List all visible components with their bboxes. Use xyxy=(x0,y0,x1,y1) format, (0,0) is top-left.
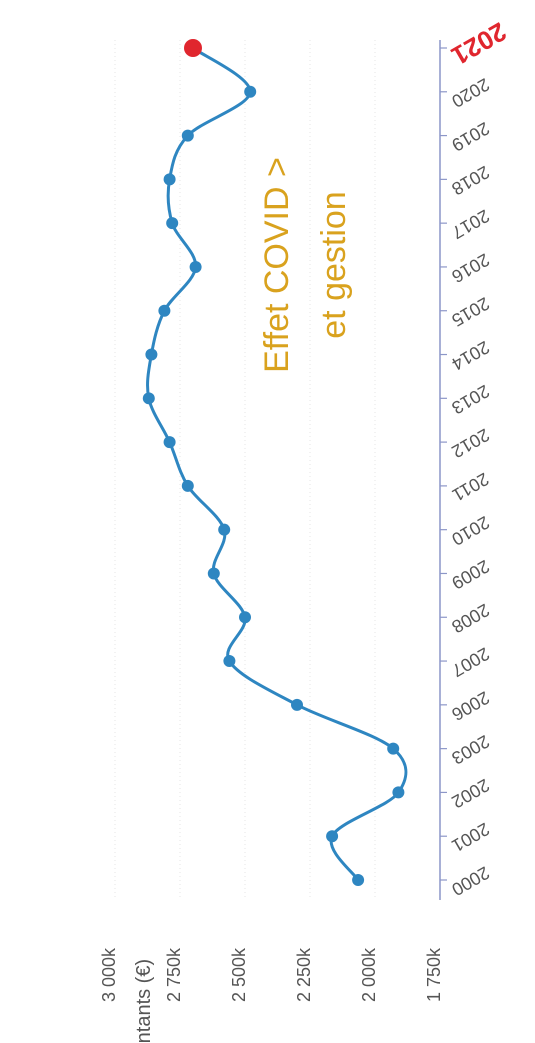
highlight-point xyxy=(184,39,202,57)
data-point xyxy=(218,523,231,536)
data-point xyxy=(207,567,220,580)
data-point xyxy=(163,173,176,186)
data-points xyxy=(142,39,405,886)
x-tick-label: 2001 xyxy=(448,819,493,856)
x-tick-label: 2013 xyxy=(448,381,493,418)
x-tick-label: 2017 xyxy=(448,206,493,243)
data-point xyxy=(326,830,339,843)
x-tick-label: 2016 xyxy=(448,249,493,286)
annotation: Effet COVID > et gestion xyxy=(258,157,353,373)
x-axis-ticks: 2000 2001 2002 2003 2006 2007 2008 2009 2010 2011… xyxy=(440,47,493,900)
data-point xyxy=(181,479,194,492)
data-point xyxy=(163,436,176,449)
y-axis-ticks: 1 750k 2 000k 2 250k 2 500k 2 750k 3 000k xyxy=(99,947,444,1002)
x-tick-label: 2019 xyxy=(448,118,493,155)
x-tick-label: 2003 xyxy=(448,731,493,768)
x-tick-label: 2020 xyxy=(448,74,493,111)
x-tick-label: 2002 xyxy=(448,775,493,812)
annotation-line-1: Effet COVID > xyxy=(258,157,296,373)
data-point xyxy=(291,698,303,711)
data-point xyxy=(352,874,365,886)
data-point xyxy=(392,786,405,799)
data-point xyxy=(239,611,251,624)
y-tick-label: 2 000k xyxy=(359,947,379,1002)
y-tick-label: 2 750k xyxy=(164,947,184,1002)
data-point xyxy=(223,655,236,668)
data-point xyxy=(189,260,202,273)
y-tick-label: 2 250k xyxy=(294,947,314,1002)
highlight-year-label: 2021 xyxy=(447,16,512,71)
data-point xyxy=(244,85,257,98)
x-tick-label: 2010 xyxy=(448,512,493,549)
gridlines xyxy=(114,40,376,900)
x-tick-label: 2018 xyxy=(448,162,493,199)
x-tick-label: 2014 xyxy=(448,337,493,374)
y-tick-label: 3 000k xyxy=(99,947,119,1002)
x-tick-label: 2006 xyxy=(448,687,493,724)
data-point xyxy=(166,217,179,230)
data-point xyxy=(142,392,155,405)
x-tick-label: 2000 xyxy=(448,862,493,899)
x-tick-label: 2015 xyxy=(448,293,493,330)
data-point xyxy=(181,129,194,142)
x-tick-label: 2011 xyxy=(449,469,493,506)
x-tick-label: 2009 xyxy=(448,556,493,593)
data-point xyxy=(158,304,171,317)
y-tick-label: 2 500k xyxy=(229,947,249,1002)
x-tick-label: 2007 xyxy=(448,643,493,680)
x-tick-label: 2008 xyxy=(448,600,493,637)
y-tick-label: 1 750k xyxy=(424,947,444,1002)
y-axis-label: Montants (€) xyxy=(133,959,155,1043)
data-point xyxy=(387,742,400,755)
data-point xyxy=(145,348,158,361)
x-tick-label: 2012 xyxy=(448,425,493,462)
annotation-line-2: et gestion xyxy=(315,191,353,338)
